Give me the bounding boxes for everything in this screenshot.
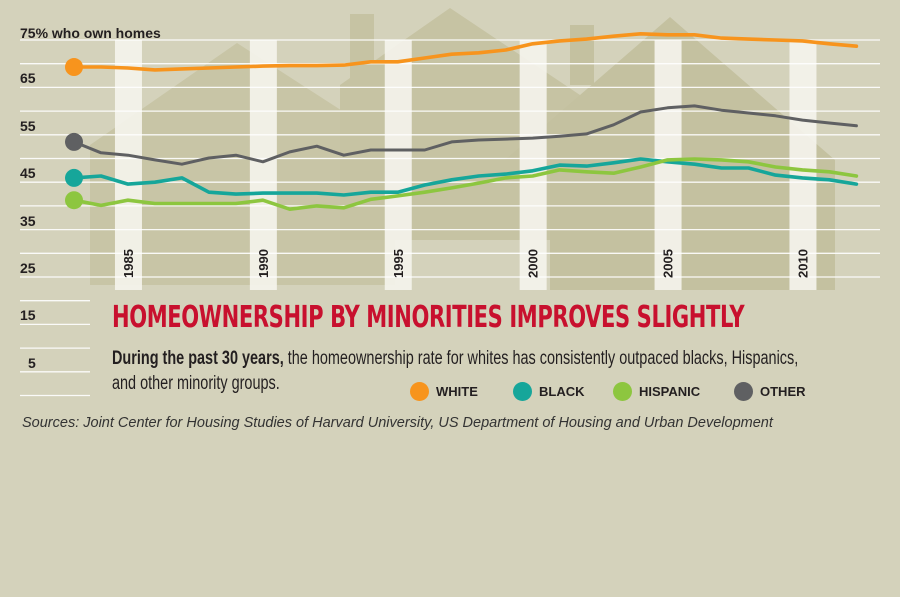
year-stripe bbox=[384, 40, 412, 290]
legend-black: BLACK bbox=[513, 382, 585, 401]
white-dot-icon bbox=[410, 382, 429, 401]
hispanic-dot-icon bbox=[613, 382, 632, 401]
x-tick-label: 1985 bbox=[121, 249, 136, 278]
x-tick-label: 2005 bbox=[661, 249, 676, 278]
series-line-black bbox=[72, 157, 859, 197]
series-line-other bbox=[72, 104, 858, 166]
y-tick-label: 65 bbox=[20, 70, 36, 87]
series-start-point-white bbox=[65, 58, 83, 77]
year-stripe bbox=[114, 40, 142, 290]
year-stripes bbox=[114, 40, 817, 290]
year-stripe bbox=[519, 40, 547, 290]
series-line-white bbox=[72, 31, 859, 72]
chart-title: HOMEOWNERSHIP BY MINORITIES IMPROVES SLI… bbox=[112, 300, 745, 335]
x-tick-label: 2010 bbox=[795, 249, 810, 278]
legend-white: WHITE bbox=[410, 382, 478, 401]
chimney bbox=[350, 14, 374, 84]
legend-other: OTHER bbox=[734, 382, 806, 401]
year-stripe bbox=[789, 40, 817, 290]
series-lines bbox=[65, 31, 859, 211]
y-tick-label: 55 bbox=[20, 117, 36, 134]
x-tick-label: 1995 bbox=[391, 249, 406, 278]
series-start-point-other bbox=[65, 132, 83, 151]
other-dot-icon bbox=[734, 382, 753, 401]
year-stripe bbox=[654, 40, 682, 290]
x-tick-label: 1990 bbox=[256, 249, 271, 278]
chart-subtitle: During the past 30 years, the homeowners… bbox=[112, 346, 819, 396]
legend-hispanic: HISPANIC bbox=[613, 382, 700, 401]
series-start-point-hispanic bbox=[65, 191, 83, 210]
y-axis-label: 75% who own homes bbox=[20, 25, 161, 41]
subtitle-text: the homeownership rate for whites has co… bbox=[112, 348, 799, 394]
series-line-hispanic bbox=[72, 157, 859, 211]
y-tick-label: 15 bbox=[20, 307, 36, 324]
source-note: Sources: Joint Center for Housing Studie… bbox=[22, 415, 773, 431]
black-dot-icon bbox=[513, 382, 532, 401]
x-tick-labels: 1985 1990 1995 2000 2005 2010 bbox=[121, 249, 811, 278]
house-left bbox=[90, 43, 395, 285]
legend-label: HISPANIC bbox=[639, 384, 701, 399]
subtitle-bold: During the past 30 years, bbox=[112, 348, 284, 369]
legend-label: WHITE bbox=[436, 384, 478, 399]
y-tick-label: 35 bbox=[20, 212, 36, 229]
y-tick-label: 25 bbox=[20, 260, 36, 276]
year-stripe bbox=[249, 40, 277, 290]
legend-label: BLACK bbox=[539, 384, 585, 399]
house-silhouettes bbox=[90, 8, 835, 290]
y-tick-label: 5 bbox=[28, 354, 36, 371]
series-start-point-black bbox=[65, 168, 83, 187]
x-tick-label: 2000 bbox=[526, 249, 541, 278]
legend-label: OTHER bbox=[760, 384, 806, 399]
y-tick-label: 45 bbox=[20, 165, 36, 182]
chimney-right bbox=[570, 25, 594, 85]
